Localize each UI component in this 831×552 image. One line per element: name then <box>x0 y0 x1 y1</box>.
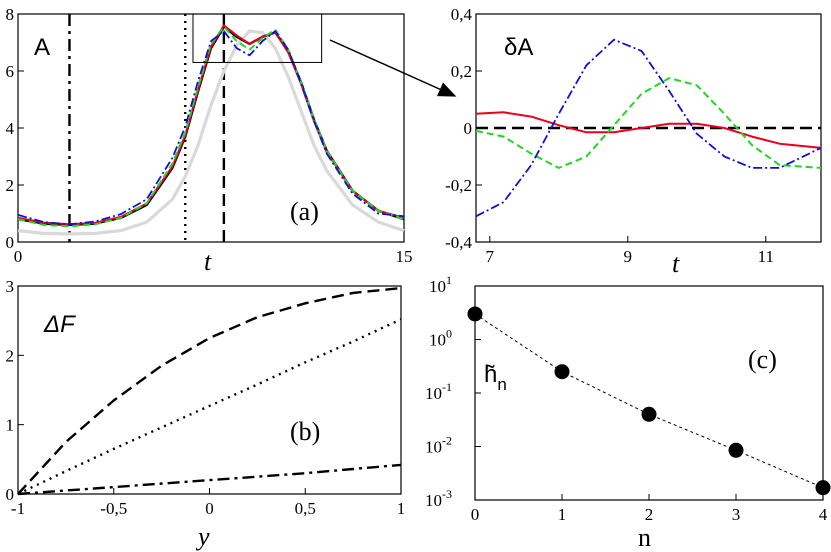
panel-zoom-ytick-label: 0 <box>464 119 473 138</box>
panel-b-xtick-label: 1 <box>397 499 406 518</box>
panel-b-frame <box>17 285 402 495</box>
panel-zoom-ytick-label: -0,4 <box>445 233 472 252</box>
panel-zoom-series-blue-dashdot <box>475 38 822 218</box>
panel-zoom-ytick-label: -0,2 <box>445 176 472 195</box>
panel-a: 0 15 0 2 4 6 8 A (a) t <box>6 5 413 276</box>
panel-c-ytick-exponent: -1 <box>442 380 452 394</box>
panel-c-ytick-exponent: 0 <box>446 327 452 341</box>
panel-zoom-xtick-label: 9 <box>624 247 633 266</box>
panel-c-tag: (c) <box>748 345 777 374</box>
panel-b-xtick-label: -1 <box>11 499 25 518</box>
panel-c-ytick-label: 101 <box>429 273 452 296</box>
panel-zoom-ytick-label: 0,2 <box>451 62 472 81</box>
panel-zoom: 7 9 11 -0,4 -0,2 0 0,2 0,4 δA t <box>445 5 822 278</box>
panel-c-point <box>467 306 483 322</box>
panel-c-ytick-exponent: -2 <box>442 434 452 448</box>
panel-c-xtick-label: 3 <box>732 505 741 524</box>
panel-c-inner-label-main: h̃ <box>484 361 497 388</box>
panel-zoom-series-green-dashed <box>475 77 822 169</box>
panel-a-tag: (a) <box>290 197 319 226</box>
panel-b-ytick-label: 3 <box>6 277 15 296</box>
panel-c-point <box>728 442 744 458</box>
panel-a-ytick-label: 8 <box>6 5 15 24</box>
panel-a-ytick-label: 0 <box>6 233 15 252</box>
zoom-arrow <box>329 39 457 97</box>
panel-a-series-gray <box>17 29 405 236</box>
panel-c-fit-line <box>474 313 824 489</box>
panel-c-ytick-exponent: 1 <box>446 273 452 287</box>
panel-a-xtick-label: 15 <box>396 247 413 266</box>
panel-c-ytick-label: 10-2 <box>425 434 452 457</box>
panel-c-ytick-label: 100 <box>429 327 452 350</box>
panel-c-point <box>554 364 570 380</box>
panel-c-ytick-label: 10-3 <box>425 487 452 510</box>
panel-b-xlabel: y <box>195 522 210 551</box>
panel-b-ytick-label: 1 <box>6 416 15 435</box>
panel-a-series-blue-dashdot <box>17 30 405 226</box>
panel-b-xtick-label: 0 <box>205 499 214 518</box>
panel-a-series-green-dashed <box>17 25 405 228</box>
panel-b-series-black-dashdot <box>17 463 402 496</box>
panel-b-series-black-dashed <box>17 286 402 495</box>
panel-a-xlabel: t <box>204 247 212 276</box>
panel-c-ytick-exponent: -3 <box>442 487 452 501</box>
panel-b: -1 -0,5 0 0,5 1 0 1 2 3 ΔF (b) y <box>6 277 406 551</box>
panel-a-ytick-label: 6 <box>6 62 15 81</box>
panel-b-xtick-label: 0,5 <box>295 499 316 518</box>
panel-c-point <box>815 480 831 496</box>
panel-c-xlabel: n <box>638 523 651 552</box>
panel-zoom-ytick-label: 0,4 <box>451 5 473 24</box>
panel-b-series-black-dotted <box>17 318 402 496</box>
panel-b-xtick-label: -0,5 <box>100 499 127 518</box>
panel-a-ytick-label: 4 <box>6 119 15 138</box>
panel-b-ytick-label: 0 <box>6 485 15 504</box>
panel-c-ytick-label: 10-1 <box>425 380 452 403</box>
panel-a-ytick-label: 2 <box>6 176 15 195</box>
panel-zoom-xtick-label: 11 <box>758 247 774 266</box>
panel-c-xtick-label: 0 <box>471 505 480 524</box>
panel-c-xtick-label: 1 <box>558 505 567 524</box>
panel-a-inner-label: A <box>34 34 50 61</box>
panel-b-tag: (b) <box>290 417 320 446</box>
panel-b-inner-label: ΔF <box>43 311 76 338</box>
panel-c-xtick-label: 2 <box>645 505 654 524</box>
panel-c-inner-label-sub: n <box>497 375 506 394</box>
panel-zoom-inner-label: δA <box>504 34 533 61</box>
panel-a-xtick-label: 0 <box>14 247 23 266</box>
panel-c-xtick-label: 4 <box>819 505 828 524</box>
panel-c-inner-label: h̃n <box>484 361 507 394</box>
panel-zoom-xlabel: t <box>672 249 680 278</box>
panel-zoom-xtick-label: 7 <box>486 247 495 266</box>
panel-zoom-series-red-solid <box>475 111 822 149</box>
panel-b-ytick-label: 2 <box>6 346 15 365</box>
panel-c-point <box>641 406 657 422</box>
zoom-box <box>192 13 323 63</box>
panel-c-frame <box>474 285 824 501</box>
